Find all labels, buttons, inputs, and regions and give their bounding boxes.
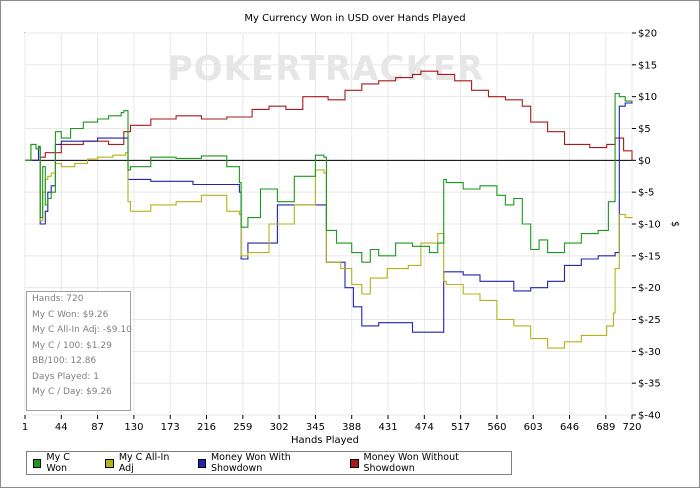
legend-swatch-allin bbox=[105, 458, 114, 468]
x-tick-label: 44 bbox=[55, 422, 68, 433]
x-tick-label: 87 bbox=[91, 422, 104, 433]
x-tick-label: 474 bbox=[415, 422, 434, 433]
legend-label-won: My C Won bbox=[46, 452, 70, 474]
stat-days: Days Played: 1 bbox=[32, 371, 99, 382]
legend-swatch-won bbox=[33, 458, 42, 468]
x-tick-label: 388 bbox=[342, 422, 361, 433]
stat-per-day: My C / Day: $9.26 bbox=[32, 387, 112, 397]
y-axis-ticks: $20 $15 $10 $5 $0 $-5 $-10 $-15 $-20 $-25 $-30 $-35… bbox=[632, 29, 661, 422]
y-tick-label: $5 bbox=[638, 124, 651, 135]
legend-item-showdown[interactable]: Money Won With Showdown bbox=[197, 452, 335, 474]
x-tick-label: 560 bbox=[487, 422, 506, 433]
stat-bb-100: BB/100: 12.86 bbox=[32, 356, 97, 366]
legend-swatch-no-showdown bbox=[350, 458, 359, 468]
stat-allin-adj: My C All-In Adj: -$9.10 bbox=[32, 325, 132, 335]
x-tick-label: 216 bbox=[197, 422, 216, 433]
legend-label-allin: My C All-In Adj bbox=[118, 452, 170, 474]
legend-label-no-showdown: Money Won Without Showdown bbox=[363, 452, 459, 474]
x-axis-ticks: 1 44 87 130 173 216 259 302 345 388 431 474 517 560 60… bbox=[22, 415, 642, 433]
legend-item-allin[interactable]: My C All-In Adj bbox=[105, 452, 181, 474]
legend-item-no-showdown[interactable]: Money Won Without Showdown bbox=[350, 452, 501, 474]
x-tick-label: 646 bbox=[560, 422, 579, 433]
x-tick-label: 130 bbox=[124, 422, 143, 433]
x-tick-label: 517 bbox=[451, 422, 470, 433]
x-tick-label: 603 bbox=[524, 422, 543, 433]
y-axis-label: $ bbox=[669, 221, 680, 227]
stats-box: Hands: 720 My C Won: $9.26 My C All-In A… bbox=[26, 291, 132, 411]
x-tick-label: 431 bbox=[378, 422, 397, 433]
x-tick-label: 173 bbox=[161, 422, 180, 433]
y-tick-label: $20 bbox=[638, 29, 657, 40]
series-line bbox=[25, 70, 633, 161]
x-tick-label: 259 bbox=[233, 422, 252, 433]
y-tick-label: $-20 bbox=[638, 283, 661, 294]
y-tick-label: $10 bbox=[638, 92, 657, 103]
x-tick-label: 302 bbox=[270, 422, 289, 433]
x-tick-label: 345 bbox=[306, 422, 325, 433]
stat-hands: Hands: 720 bbox=[32, 294, 84, 304]
y-tick-label: $-30 bbox=[638, 347, 661, 358]
watermark: POKERTRACKER bbox=[168, 49, 484, 89]
series-line bbox=[25, 92, 633, 263]
y-tick-label: $-15 bbox=[638, 251, 661, 262]
legend-label-showdown: Money Won With Showdown bbox=[210, 452, 291, 474]
y-tick-label: $-35 bbox=[638, 379, 661, 390]
y-tick-label: $0 bbox=[638, 156, 651, 167]
y-tick-label: $-5 bbox=[638, 188, 654, 199]
y-tick-label: $15 bbox=[638, 60, 657, 71]
stat-per-100: My C / 100: $1.29 bbox=[32, 340, 112, 351]
x-axis-label: Hands Played bbox=[291, 435, 359, 446]
stat-won: My C Won: $9.26 bbox=[32, 309, 109, 320]
y-tick-label: $-40 bbox=[638, 411, 661, 422]
series-layer bbox=[25, 70, 633, 349]
x-tick-label: 1 bbox=[22, 422, 28, 433]
y-tick-label: $-10 bbox=[638, 220, 661, 231]
legend: My C Won My C All-In Adj Money Won With … bbox=[26, 451, 512, 475]
x-tick-label: 689 bbox=[596, 422, 615, 433]
chart-title: My Currency Won in USD over Hands Played bbox=[244, 13, 465, 24]
legend-swatch-showdown bbox=[197, 458, 206, 468]
legend-item-won[interactable]: My C Won bbox=[33, 452, 89, 474]
x-tick-label: 720 bbox=[622, 422, 641, 433]
y-tick-label: $-25 bbox=[638, 315, 661, 326]
